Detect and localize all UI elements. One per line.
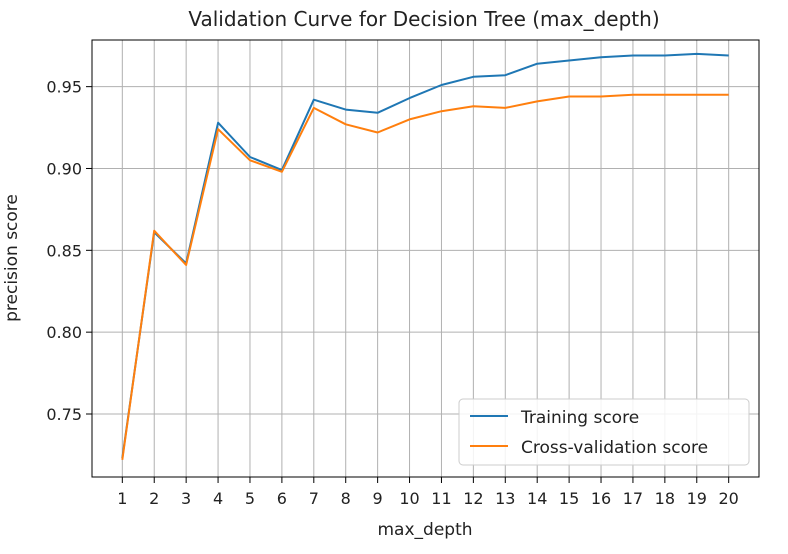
x-tick-label: 13 (495, 489, 515, 508)
x-tick-label: 16 (591, 489, 611, 508)
y-axis-label: precision score (2, 194, 22, 322)
x-tick-label: 3 (181, 489, 191, 508)
x-tick-label: 5 (245, 489, 255, 508)
x-tick-label: 20 (719, 489, 739, 508)
plot-frame (91, 39, 760, 478)
y-tick-label: 0.95 (46, 78, 82, 97)
x-tick-label: 14 (527, 489, 547, 508)
y-ticks: 0.75 0.80 0.85 0.90 0.95 (46, 78, 92, 424)
series-line-cross-validation (121, 93, 729, 460)
legend: Training score Cross-validation score (458, 398, 750, 466)
y-tick-label: 0.90 (46, 159, 82, 178)
x-tick-label: 1 (117, 489, 127, 508)
y-tick-label: 0.75 (46, 405, 82, 424)
legend-box (458, 398, 750, 466)
series-lines (121, 52, 729, 460)
x-tick-label: 2 (149, 489, 159, 508)
x-tick-label: 19 (687, 489, 707, 508)
legend-label-training: Training score (520, 408, 639, 428)
x-tick-label: 10 (399, 489, 419, 508)
x-ticks: 1 2 3 4 5 6 7 8 9 10 11 12 13 14 15 16 17 18 19 20 (117, 477, 739, 508)
y-tick-label: 0.85 (46, 241, 82, 260)
x-tick-label: 6 (277, 489, 287, 508)
x-tick-label: 12 (463, 489, 483, 508)
x-tick-label: 17 (623, 489, 643, 508)
x-tick-label: 18 (655, 489, 675, 508)
legend-label-cross-validation: Cross-validation score (521, 438, 708, 458)
series-line-training (121, 52, 729, 459)
x-tick-label: 4 (213, 489, 223, 508)
y-tick-label: 0.80 (46, 323, 82, 342)
x-tick-label: 8 (341, 489, 351, 508)
x-tick-label: 7 (309, 489, 319, 508)
x-axis-label: max_depth (377, 520, 472, 540)
x-tick-label: 11 (431, 489, 451, 508)
x-tick-label: 15 (559, 489, 579, 508)
x-tick-label: 9 (373, 489, 383, 508)
chart-title: Validation Curve for Decision Tree (max_… (188, 7, 659, 31)
